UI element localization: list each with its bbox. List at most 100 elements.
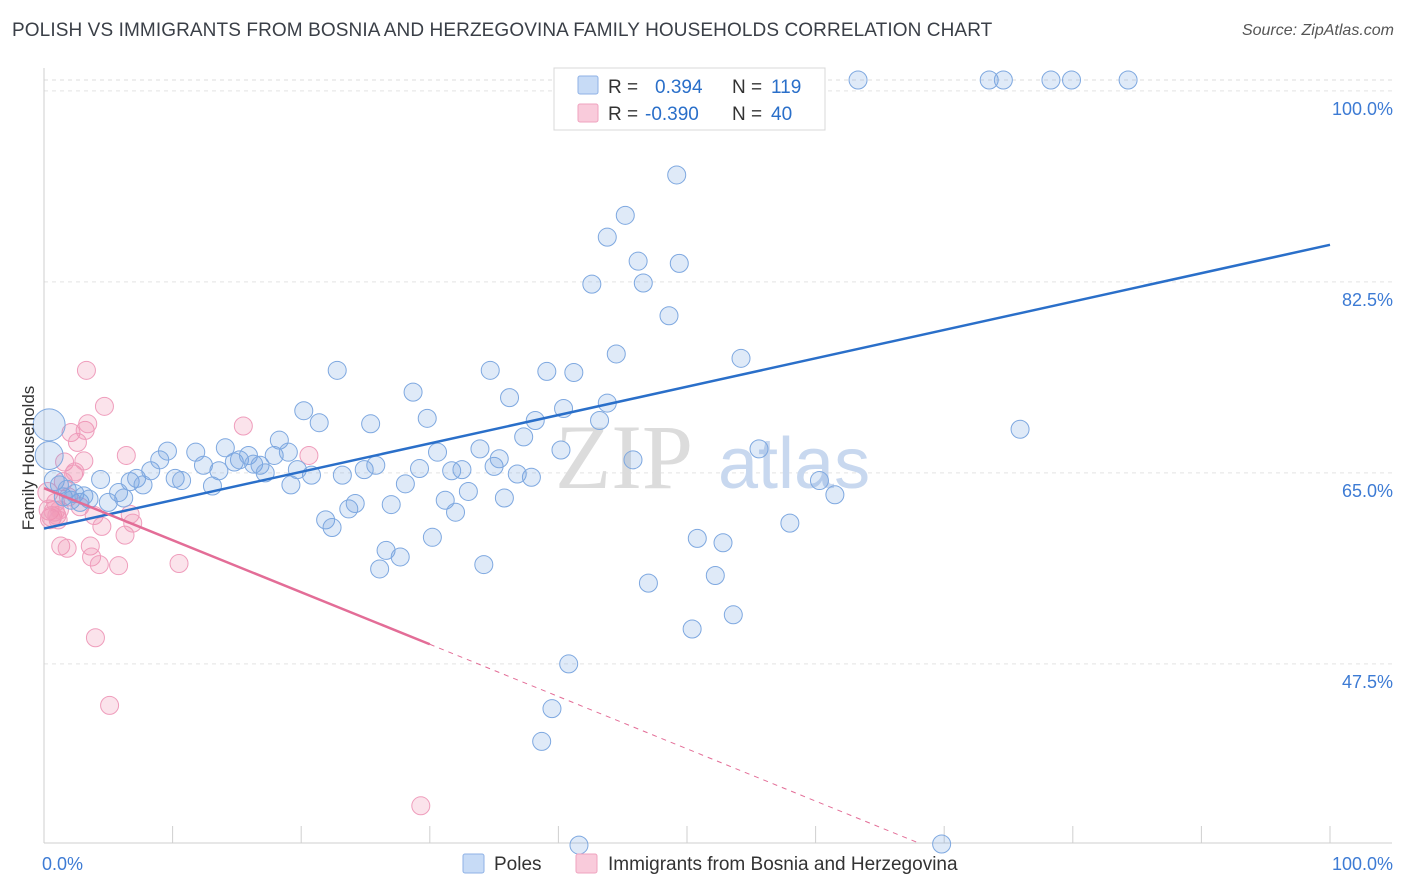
poles-point <box>34 440 64 470</box>
poles-point <box>494 488 514 508</box>
bosnia-point <box>109 556 129 576</box>
bosnia-trend-line <box>43 487 431 646</box>
poles-point <box>1010 419 1030 439</box>
poles-point <box>446 502 466 522</box>
poles-point <box>780 513 800 533</box>
series-poles-points <box>32 70 1138 855</box>
bosnia-point <box>169 554 189 574</box>
poles-point <box>327 360 347 380</box>
x-tick-labels: 0.0% 100.0% <box>42 854 1393 874</box>
y-tick-label: 100.0% <box>1332 99 1393 119</box>
poles-point <box>713 533 733 553</box>
poles-point <box>514 427 534 447</box>
poles-point <box>633 273 653 293</box>
x-tick-label: 100.0% <box>1332 854 1393 874</box>
bosnia-point <box>233 416 253 436</box>
poles-point <box>395 474 415 494</box>
correlation-legend: R = 0.394 N = 119 R = -0.390 N = 40 <box>553 67 826 131</box>
poles-point <box>542 699 562 719</box>
bosnia-point <box>299 445 319 465</box>
poles-point <box>193 455 213 475</box>
bosnia-point <box>115 525 135 545</box>
poles-point <box>428 442 448 462</box>
poles-point <box>209 461 229 481</box>
poles-point <box>687 528 707 548</box>
poles-point <box>215 438 235 458</box>
poles-point <box>345 493 365 513</box>
poles-point <box>731 348 751 368</box>
poles-point <box>366 455 386 475</box>
x-tick-label: 0.0% <box>42 854 83 874</box>
y-tick-label: 47.5% <box>1342 672 1393 692</box>
poles-point <box>521 467 541 487</box>
poles-trend-line <box>43 243 1331 530</box>
poles-point <box>480 360 500 380</box>
bosnia-point <box>57 538 77 558</box>
bosnia-point <box>89 555 109 575</box>
poles-point <box>551 440 571 460</box>
poles-point <box>114 488 134 508</box>
watermark-atlas: atlas <box>718 424 870 504</box>
y-axis-label: Family Households <box>19 386 38 531</box>
poles-point <box>564 363 584 383</box>
legend-n-value-poles: 119 <box>771 77 801 98</box>
bosnia-point <box>74 451 94 471</box>
axes <box>43 68 1392 844</box>
bosnia-point <box>61 423 81 443</box>
legend-swatch-poles-bottom <box>462 853 485 874</box>
bosnia-point <box>76 360 96 380</box>
poles-point <box>264 445 284 465</box>
poles-point <box>332 465 352 485</box>
y-tick-label: 65.0% <box>1342 481 1393 501</box>
bosnia-point <box>100 695 120 715</box>
poles-point <box>229 450 249 470</box>
legend-n-label-bosnia: N = <box>732 104 762 125</box>
poles-point <box>1062 70 1082 90</box>
poles-point <box>452 460 472 480</box>
poles-point <box>537 361 557 381</box>
source-label: Source: ZipAtlas.com <box>1241 22 1394 39</box>
bosnia-point <box>82 547 102 567</box>
poles-point <box>309 413 329 433</box>
legend-swatch-bosnia-bottom <box>575 853 598 874</box>
poles-point <box>669 253 689 273</box>
poles-point <box>381 495 401 515</box>
legend-r-value-poles: 0.394 <box>655 77 703 98</box>
poles-point <box>339 499 359 519</box>
poles-point <box>638 573 658 593</box>
poles-point <box>474 555 494 575</box>
poles-point <box>659 306 679 326</box>
poles-point <box>582 274 602 294</box>
poles-point <box>172 471 192 491</box>
poles-point <box>255 463 275 483</box>
poles-point <box>615 205 635 225</box>
poles-point <box>422 527 442 547</box>
poles-point <box>390 547 410 567</box>
poles-point <box>848 70 868 90</box>
poles-point <box>532 731 552 751</box>
legend-swatch-poles <box>577 75 599 95</box>
poles-point <box>682 619 702 639</box>
bosnia-point <box>85 628 105 648</box>
poles-point <box>403 382 423 402</box>
poles-point <box>354 460 374 480</box>
bosnia-point <box>92 516 112 536</box>
poles-point <box>628 251 648 271</box>
bosnia-point <box>411 796 431 816</box>
poles-point <box>559 654 579 674</box>
poles-point <box>361 414 381 434</box>
poles-point <box>489 449 509 469</box>
legend-r-label-bosnia: R = <box>608 104 638 125</box>
poles-point <box>606 344 626 364</box>
poles-point <box>98 492 118 512</box>
poles-point <box>705 566 725 586</box>
poles-point <box>569 835 589 855</box>
bosnia-point <box>94 396 114 416</box>
bosnia-point <box>116 445 136 465</box>
poles-point <box>507 464 527 484</box>
legend-r-label-poles: R = <box>608 77 638 98</box>
y-tick-label: 82.5% <box>1342 290 1393 310</box>
poles-point <box>1118 70 1138 90</box>
legend-n-value-bosnia: 40 <box>771 104 792 125</box>
